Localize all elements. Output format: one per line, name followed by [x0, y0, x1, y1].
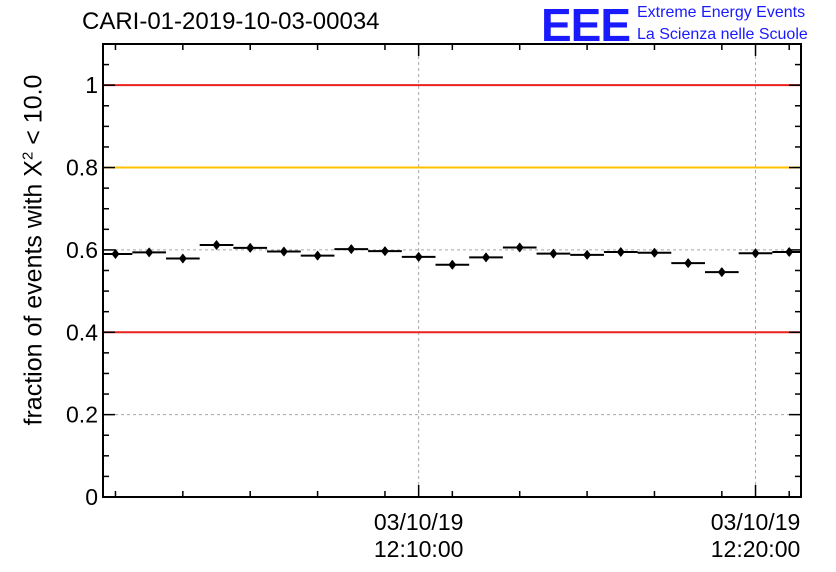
grid-layer [103, 44, 801, 497]
data-point-marker [650, 247, 659, 258]
y-axis-label: fraction of events with X2 < 10.0 [19, 75, 48, 426]
axes [102, 43, 802, 498]
y-tick-label: 0.6 [66, 237, 98, 263]
y-tick-label: 0.8 [66, 155, 98, 181]
data-point-marker [785, 246, 794, 257]
y-tick-label: 1 [85, 72, 98, 98]
plot-frame [102, 43, 802, 498]
data-point-marker [717, 267, 726, 278]
tick-labels: 00.20.40.60.8103/10/1912:10:0003/10/1912… [66, 72, 800, 562]
x-tick-label-date: 03/10/19 [711, 509, 801, 535]
chart-title: CARI-01-2019-10-03-00034 [82, 8, 380, 35]
data-point-marker [347, 244, 356, 255]
x-tick-label-time: 12:20:00 [711, 536, 801, 562]
data-point-marker [246, 242, 255, 253]
y-axis-label-symbol: X [19, 160, 48, 177]
logo-mark: EEE [541, 0, 631, 51]
reference-lines [103, 84, 801, 334]
data-point-marker [515, 242, 524, 253]
data-point-marker [212, 239, 221, 250]
y-axis-label-prefix: fraction of events with [19, 176, 48, 426]
data-point-marker [279, 246, 288, 257]
y-tick-label: 0.2 [66, 402, 98, 428]
logo-line-1: Extreme Energy Events [637, 4, 806, 21]
data-point-marker [380, 246, 389, 257]
data-point-marker [145, 247, 154, 258]
data-point-marker [482, 252, 491, 263]
data-point-marker [414, 251, 423, 262]
data-point-marker [616, 246, 625, 257]
y-tick-label: 0 [85, 484, 98, 510]
y-axis-label-suffix: < 10.0 [19, 74, 48, 152]
logo-line-2: La Scienza nelle Scuole [637, 26, 808, 43]
data-point-marker [448, 259, 457, 270]
data-point-marker [583, 249, 592, 260]
data-point-marker [549, 248, 558, 259]
data-point-marker [684, 258, 693, 269]
data-points [103, 239, 801, 278]
data-point-marker [111, 249, 120, 260]
data-point-marker [313, 250, 322, 261]
data-point-marker [751, 248, 760, 259]
y-axis-label-sup: 2 [19, 151, 37, 161]
x-tick-label-time: 12:10:00 [374, 536, 464, 562]
x-tick-label-date: 03/10/19 [374, 509, 464, 535]
y-tick-label: 0.4 [66, 319, 98, 345]
data-point-marker [178, 253, 187, 264]
